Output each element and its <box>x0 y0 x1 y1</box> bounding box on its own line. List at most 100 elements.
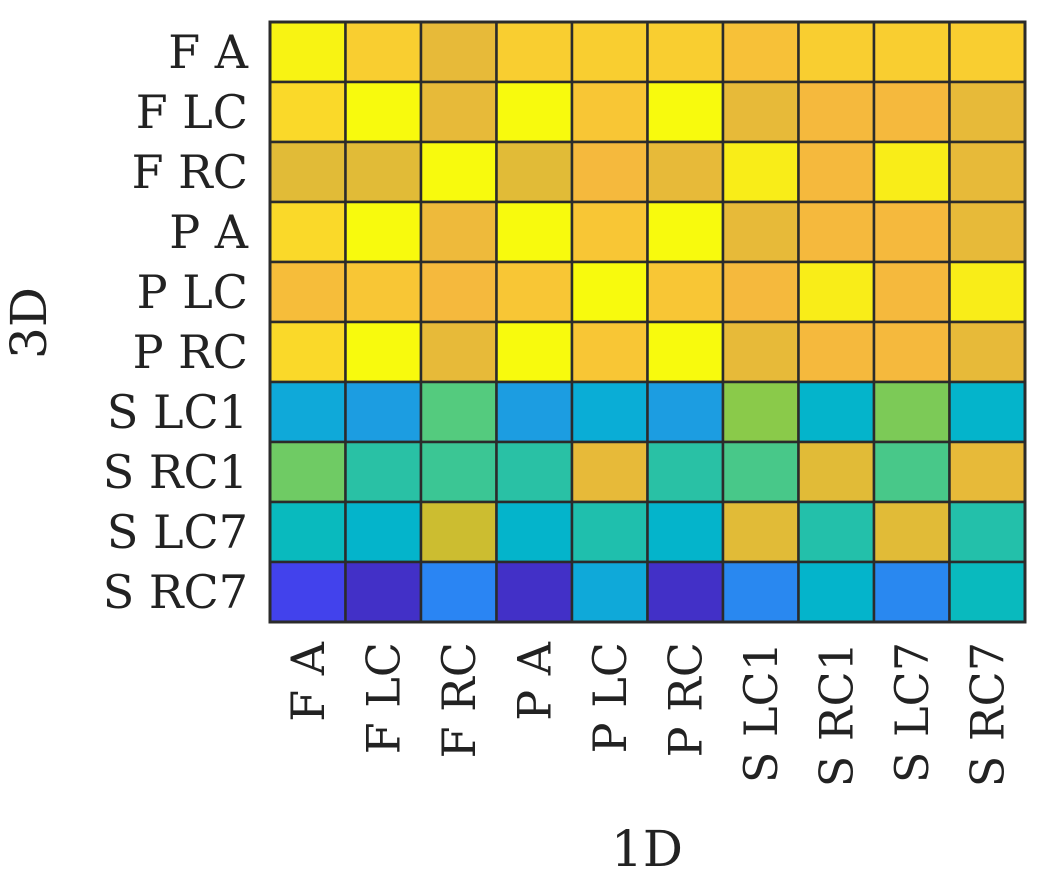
heatmap-cell <box>797 200 876 264</box>
heatmap-cell <box>872 380 951 444</box>
heatmap-cell <box>646 140 725 204</box>
heatmap-cell <box>721 140 800 204</box>
x-tick-label: F A <box>281 641 335 722</box>
heatmap-cell <box>797 140 876 204</box>
heatmap-cells <box>268 20 1027 624</box>
heatmap-cell <box>344 140 423 204</box>
heatmap-cell <box>344 200 423 264</box>
x-tick-labels: F A F LC F RC P A P LC P RC S LC1 S RC1 S LC7 S R… <box>281 641 1015 787</box>
heatmap-cell <box>344 20 423 84</box>
y-tick-label: P RC <box>133 325 248 379</box>
heatmap-cell <box>646 200 725 264</box>
x-tick-label: P A <box>507 641 561 721</box>
heatmap-cell <box>872 320 951 384</box>
heatmap-cell <box>646 500 725 564</box>
heatmap-cell <box>570 260 649 324</box>
heatmap-cell <box>268 320 347 384</box>
heatmap-cell <box>495 80 574 144</box>
x-tick-label: S RC7 <box>960 642 1014 787</box>
heatmap-cell <box>570 500 649 564</box>
heatmap-cell <box>344 500 423 564</box>
heatmap-cell <box>268 260 347 324</box>
heatmap-cell <box>646 20 725 84</box>
heatmap-cell <box>419 260 498 324</box>
heatmap-cell <box>344 380 423 444</box>
heatmap-cell <box>721 320 800 384</box>
heatmap-cell <box>872 500 951 564</box>
x-tick-label: F RC <box>432 642 486 758</box>
heatmap-cell <box>570 200 649 264</box>
heatmap-cell <box>344 80 423 144</box>
heatmap-cell <box>495 200 574 264</box>
heatmap-cell <box>495 380 574 444</box>
heatmap-cell <box>872 560 951 624</box>
heatmap-cell <box>268 560 347 624</box>
y-tick-label: S LC7 <box>107 505 248 559</box>
heatmap-cell <box>344 260 423 324</box>
heatmap-cell <box>721 560 800 624</box>
heatmap-cell <box>570 80 649 144</box>
heatmap-cell <box>495 500 574 564</box>
heatmap-cell <box>495 140 574 204</box>
x-axis-label: 1D <box>611 820 683 871</box>
heatmap-cell <box>419 80 498 144</box>
y-tick-labels: F A F LC F RC P A P LC P RC S LC1 S RC1 S LC7 S R… <box>103 25 249 619</box>
heatmap-cell <box>948 560 1027 624</box>
heatmap-cell <box>419 380 498 444</box>
heatmap-cell <box>948 500 1027 564</box>
heatmap-cell <box>948 320 1027 384</box>
heatmap-cell <box>948 20 1027 84</box>
heatmap-cell <box>948 80 1027 144</box>
heatmap-cell <box>419 200 498 264</box>
y-tick-label: P LC <box>137 265 248 319</box>
heatmap-cell <box>721 440 800 504</box>
heatmap-cell <box>721 380 800 444</box>
heatmap-cell <box>495 320 574 384</box>
heatmap-cell <box>948 260 1027 324</box>
heatmap-cell <box>268 440 347 504</box>
heatmap-cell <box>948 140 1027 204</box>
heatmap-cell <box>570 20 649 84</box>
heatmap-cell <box>872 440 951 504</box>
heatmap-cell <box>495 440 574 504</box>
heatmap-cell <box>495 560 574 624</box>
heatmap-cell <box>344 320 423 384</box>
y-tick-label: F LC <box>136 85 248 139</box>
heatmap-cell <box>570 440 649 504</box>
heatmap-cell <box>646 380 725 444</box>
heatmap-cell <box>344 440 423 504</box>
heatmap-cell <box>419 440 498 504</box>
heatmap-cell <box>721 500 800 564</box>
heatmap-cell <box>419 140 498 204</box>
heatmap-cell <box>797 20 876 84</box>
heatmap-cell <box>721 200 800 264</box>
heatmap-cell <box>419 560 498 624</box>
heatmap-cell <box>646 440 725 504</box>
heatmap-cell <box>872 140 951 204</box>
heatmap-cell <box>872 260 951 324</box>
y-tick-label: F A <box>168 25 249 79</box>
heatmap-cell <box>797 380 876 444</box>
y-tick-label: S LC1 <box>107 385 248 439</box>
heatmap-cell <box>419 320 498 384</box>
heatmap-cell <box>797 260 876 324</box>
heatmap-cell <box>646 260 725 324</box>
plot-frame <box>268 20 1027 624</box>
heatmap-cell <box>646 320 725 384</box>
heatmap-cell <box>797 560 876 624</box>
y-tick-label: S RC7 <box>103 565 248 619</box>
heatmap-cell <box>797 440 876 504</box>
heatmap-cell <box>646 80 725 144</box>
x-tick-label: P RC <box>658 642 712 757</box>
x-tick-label: F LC <box>356 642 410 754</box>
heatmap-cell <box>268 380 347 444</box>
heatmap-cell <box>872 80 951 144</box>
x-tick-label: P LC <box>583 642 637 753</box>
x-tick-label: S LC7 <box>885 642 939 783</box>
heatmap-cell <box>268 140 347 204</box>
heatmap-cell <box>344 560 423 624</box>
heatmap-cell <box>872 20 951 84</box>
y-tick-label: F RC <box>132 145 248 199</box>
